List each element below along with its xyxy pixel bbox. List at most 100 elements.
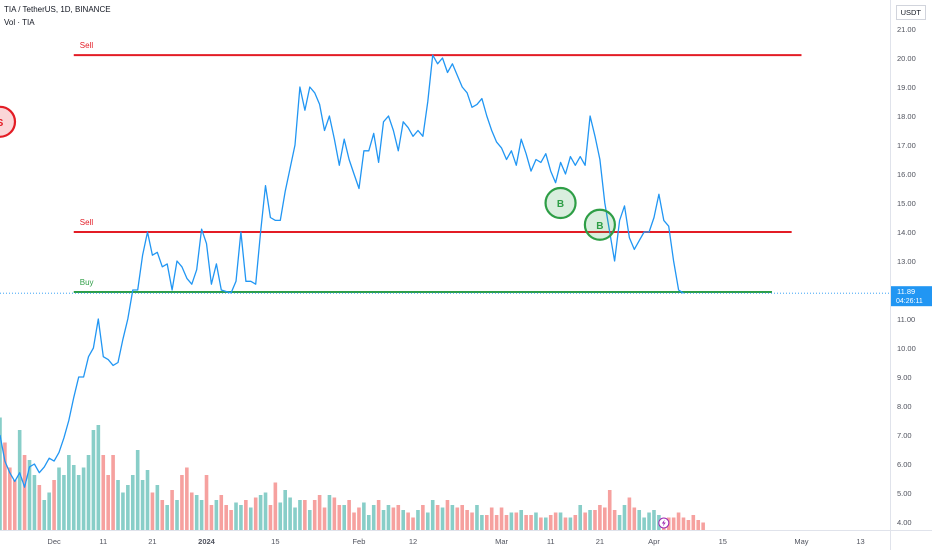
x-tick-label: Mar	[495, 537, 508, 546]
volume-bar	[22, 455, 27, 530]
volume-bar	[425, 512, 430, 530]
volume-bar	[209, 505, 214, 530]
volume-bar	[514, 512, 519, 530]
volume-bar	[155, 485, 160, 530]
volume-bar	[224, 505, 228, 530]
volume-bar	[170, 490, 174, 530]
volume-bar	[475, 505, 479, 530]
volume-bar	[293, 507, 297, 530]
volume-bar	[362, 502, 366, 530]
volume-bar	[701, 522, 705, 530]
y-tick-label: 13.00	[897, 257, 916, 266]
volume-bar	[91, 430, 96, 530]
volume-bar	[607, 490, 612, 530]
volume-bar	[381, 510, 386, 530]
volume-bar	[47, 492, 51, 530]
volume-bar	[106, 475, 110, 530]
volume-bar	[101, 455, 106, 530]
volume-bar	[578, 505, 583, 530]
volume-bar	[244, 500, 248, 530]
volume-bar	[519, 510, 524, 530]
volume-bar	[165, 505, 169, 530]
signal-marker-label: S	[0, 118, 4, 129]
volume-bar	[386, 505, 391, 530]
x-tick-label: May	[794, 537, 808, 546]
volume-bar	[248, 507, 253, 530]
x-tick-label: 2024	[198, 537, 216, 546]
volume-bar	[312, 500, 317, 530]
volume-bar	[558, 512, 563, 530]
y-tick-label: 16.00	[897, 170, 916, 179]
volume-bar	[401, 510, 406, 530]
volume-bar	[632, 507, 637, 530]
volume-bar	[327, 495, 332, 530]
volume-bar	[199, 500, 204, 530]
sell-signal-marker	[0, 105, 17, 138]
y-tick-label: 5.00	[897, 489, 912, 498]
x-tick-label: 11	[547, 537, 555, 546]
volume-bar	[617, 515, 622, 530]
volume-bar	[37, 485, 42, 530]
volume-bar	[239, 505, 243, 530]
price-tag-countdown: 04:26:11	[896, 298, 923, 305]
volume-bar	[121, 492, 125, 530]
lightning-icon-glyph	[661, 519, 666, 527]
volume-bar	[263, 492, 268, 530]
x-tick-label: Feb	[352, 537, 365, 546]
volume-bar	[450, 505, 455, 530]
volume-bar	[283, 490, 287, 530]
volume-bar	[76, 475, 81, 530]
volume-bar	[32, 475, 37, 530]
volume-bar	[71, 465, 76, 530]
volume-bar	[273, 482, 278, 530]
volume-bar	[278, 502, 283, 530]
volume-bar	[268, 505, 273, 530]
volume-bar	[676, 512, 681, 530]
volume-bar	[135, 450, 140, 530]
volume-bar	[480, 515, 484, 530]
volume-bar	[465, 510, 469, 530]
volume-bar	[529, 515, 533, 530]
chart-title: TIA / TetherUS, 1D, BINANCE	[4, 5, 111, 14]
volume-bar	[214, 500, 219, 530]
volume-bar	[642, 517, 646, 530]
signal-marker-label: B	[557, 199, 564, 210]
volume-bar	[627, 497, 632, 530]
volume-bar	[81, 467, 86, 530]
volume-bar	[440, 507, 445, 530]
volume-bar	[376, 500, 381, 530]
volume-bar	[17, 430, 22, 530]
price-tag	[891, 286, 932, 307]
volume-bar	[421, 505, 425, 530]
y-tick-label: 20.00	[897, 54, 916, 63]
volume-bar	[494, 515, 499, 530]
x-tick-label: 21	[596, 537, 604, 546]
volume-bar	[180, 475, 184, 530]
volume-bar	[126, 485, 130, 530]
y-tick-label: 14.00	[897, 228, 916, 237]
x-tick-label: Apr	[648, 537, 660, 546]
volume-bar	[185, 467, 189, 530]
volume-bar	[150, 492, 155, 530]
currency-button[interactable]: USDT	[895, 5, 926, 20]
sell-level-label: Sell	[80, 41, 94, 50]
volume-bar	[342, 505, 346, 530]
volume-bar	[509, 512, 514, 530]
volume-bar	[691, 515, 696, 530]
volume-bar	[411, 517, 415, 530]
volume-bar	[67, 455, 71, 530]
volume-bar	[42, 500, 47, 530]
volume-bar	[435, 505, 440, 530]
volume-bar	[652, 510, 656, 530]
volume-bar	[234, 502, 238, 530]
volume-bar	[189, 492, 194, 530]
price-scale	[890, 0, 932, 550]
buy-signal-marker	[544, 186, 577, 220]
volume-bar	[593, 510, 597, 530]
x-tick-label: 12	[409, 537, 417, 546]
volume-bar	[52, 480, 56, 530]
volume-bar	[298, 500, 302, 530]
volume-bar	[366, 515, 371, 530]
volume-bar	[332, 497, 337, 530]
